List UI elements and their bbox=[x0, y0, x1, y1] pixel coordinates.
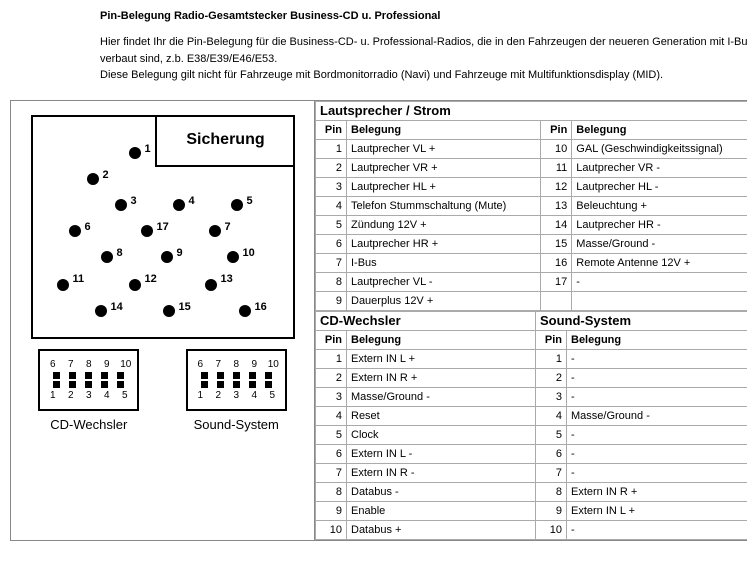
pin-7 bbox=[209, 225, 221, 237]
pin-17 bbox=[141, 225, 153, 237]
pin-label-8: 8 bbox=[117, 247, 123, 259]
pin-label-5: 5 bbox=[247, 195, 253, 207]
pin-9 bbox=[161, 251, 173, 263]
small-connector: 67891012345CD-Wechsler bbox=[38, 349, 139, 432]
pin-label-7: 7 bbox=[225, 221, 231, 233]
pin-6 bbox=[69, 225, 81, 237]
pin-3 bbox=[115, 199, 127, 211]
pin-label-1: 1 bbox=[145, 143, 151, 155]
pin-label-2: 2 bbox=[103, 169, 109, 181]
pin-1 bbox=[129, 147, 141, 159]
pin-4 bbox=[173, 199, 185, 211]
pin-label-3: 3 bbox=[131, 195, 137, 207]
small-connector-label: Sound-System bbox=[194, 417, 279, 432]
pin-14 bbox=[95, 305, 107, 317]
small-connector-label: CD-Wechsler bbox=[50, 417, 127, 432]
pin-2 bbox=[87, 173, 99, 185]
pin-10 bbox=[227, 251, 239, 263]
small-connector: 67891012345Sound-System bbox=[186, 349, 287, 432]
diagram-panel: Sicherung 1234561778910111213141516 6789… bbox=[11, 101, 315, 540]
pin-11 bbox=[57, 279, 69, 291]
pin-label-9: 9 bbox=[177, 247, 183, 259]
pin-label-12: 12 bbox=[145, 273, 157, 285]
pin-13 bbox=[205, 279, 217, 291]
description: Hier findet Ihr die Pin-Belegung für die… bbox=[100, 34, 747, 84]
pin-12 bbox=[129, 279, 141, 291]
pin-15 bbox=[163, 305, 175, 317]
speaker-power-table: Lautsprecher / Strom PinBelegungPinBeleg… bbox=[315, 101, 747, 311]
main-connector-diagram: Sicherung 1234561778910111213141516 bbox=[31, 115, 295, 339]
fuse-box: Sicherung bbox=[155, 115, 295, 167]
tables-panel: Lautsprecher / Strom PinBelegungPinBeleg… bbox=[315, 101, 747, 540]
pin-8 bbox=[101, 251, 113, 263]
pin-label-6: 6 bbox=[85, 221, 91, 233]
pin-label-10: 10 bbox=[243, 247, 255, 259]
page-title: Pin-Belegung Radio-Gesamtstecker Busines… bbox=[100, 10, 747, 22]
main-panel: Sicherung 1234561778910111213141516 6789… bbox=[10, 100, 747, 541]
cd-sound-table: CD-WechslerSound-System PinBelegungPinBe… bbox=[315, 311, 747, 540]
small-connectors: 67891012345CD-Wechsler 67891012345Sound-S… bbox=[15, 349, 310, 432]
pin-label-15: 15 bbox=[179, 301, 191, 313]
pin-5 bbox=[231, 199, 243, 211]
pin-label-4: 4 bbox=[189, 195, 195, 207]
pin-label-17: 17 bbox=[157, 221, 169, 233]
pin-label-16: 16 bbox=[255, 301, 267, 313]
pin-16 bbox=[239, 305, 251, 317]
pin-label-13: 13 bbox=[221, 273, 233, 285]
pin-label-14: 14 bbox=[111, 301, 123, 313]
pin-label-11: 11 bbox=[73, 273, 85, 285]
